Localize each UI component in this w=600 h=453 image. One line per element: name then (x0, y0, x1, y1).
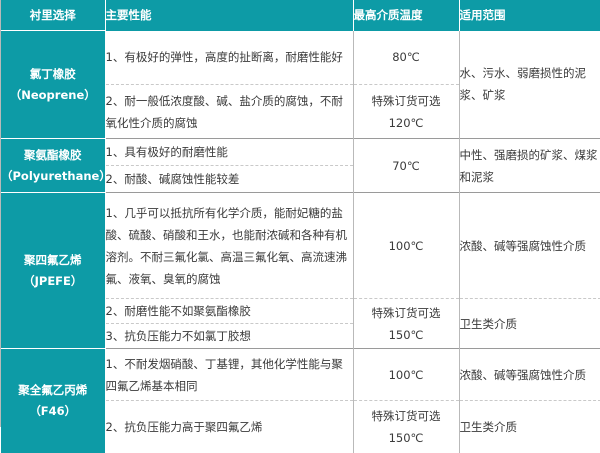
header-lining-selection: 衬里选择 (1, 0, 106, 31)
temperature-value-secondary: 120℃ (388, 115, 424, 130)
material-name-polyurethane: 聚氨酯橡胶 （Polyurethane） (1, 138, 111, 193)
property-cell: 2、耐一般低浓度酸、碱、盐介质的腐蚀，不耐氧化性介质的腐蚀 (105, 84, 354, 139)
table-row: 聚四氟乙烯 （JPEFE） 1、几乎可以抵抗所有化学介质，能耐妃糖的盐酸、硫酸、… (1, 192, 600, 349)
table-row: 氯丁橡胶 （Neoprene） 1、有极好的弹性，高度的扯断离，耐磨性能好 80… (1, 30, 600, 139)
table-header: 衬里选择 主要性能 最高介质温度 适用范围 (1, 0, 600, 31)
table-row: 3、抗负压能力不如氯丁胶想 (1, 323, 600, 349)
scope-cell: 浓酸、碱等强腐蚀性介质 (459, 348, 600, 401)
property-cell: 1、不耐发烟硝酸、丁基锂，其他化学性能与聚四氟乙烯基本相同 (105, 348, 354, 401)
temperature-value-secondary: 150℃ (388, 327, 424, 342)
property-cell: 2、耐酸、碱腐蚀性能较差 (105, 165, 354, 193)
scope-cell: 中性、强磨损的矿浆、煤浆和泥浆 (459, 138, 600, 193)
table-row: 聚全氟乙丙烯 （F46） 1、不耐发烟硝酸、丁基锂，其他化学性能与聚四氟乙烯基本… (1, 348, 600, 453)
property-cell: 2、耐磨性能不如聚氨酯橡胶 (105, 298, 354, 324)
material-name-en: （F46） (29, 403, 77, 418)
temperature-cell: 100℃ (353, 192, 460, 299)
temperature-cell: 特殊订货可选 120℃ (353, 84, 460, 139)
material-name-en: （JPEFE） (23, 273, 83, 288)
property-cell: 1、具有极好的耐磨性能 (105, 138, 354, 166)
scope-cell: 卫生类介质 (459, 298, 600, 349)
material-name-cn: 聚全氟乙丙烯 (18, 382, 88, 397)
header-max-medium-temperature: 最高介质温度 (353, 0, 460, 31)
material-name-cn: 聚氨酯橡胶 (24, 147, 82, 162)
header-application-scope: 适用范围 (459, 0, 600, 31)
material-name-cn: 聚四氟乙烯 (24, 252, 82, 267)
scope-cell: 浓酸、碱等强腐蚀性介质 (459, 192, 600, 299)
property-cell: 1、几乎可以抵抗所有化学介质，能耐妃糖的盐酸、硫酸、硝酸和王水，也能耐浓碱和各种… (105, 192, 354, 299)
material-name-cn: 氯丁橡胶 (29, 66, 76, 81)
header-row: 衬里选择 主要性能 最高介质温度 适用范围 (1, 0, 600, 31)
temperature-value-secondary: 150℃ (388, 430, 424, 445)
material-name-f46: 聚全氟乙丙烯 （F46） (1, 348, 106, 453)
table-row: 2、耐磨性能不如聚氨酯橡胶 特殊订货可选 150℃ 卫生类介质 (1, 298, 600, 349)
temperature-cell: 100℃ (353, 348, 460, 401)
property-cell: 1、有极好的弹性，高度的扯断离，耐磨性能好 (105, 30, 354, 85)
header-main-properties: 主要性能 (105, 0, 354, 31)
temperature-cell: 70℃ (353, 138, 460, 193)
temperature-cell: 80℃ (353, 30, 460, 85)
material-name-neoprene: 氯丁橡胶 （Neoprene） (1, 30, 106, 139)
temperature-value: 80℃ (392, 50, 420, 65)
table-row: 聚氨酯橡胶 （Polyurethane） 1、具有极好的耐磨性能 70℃ 中性、… (1, 138, 600, 193)
temperature-value-primary: 特殊订货可选 (371, 93, 441, 108)
temperature-value: 100℃ (388, 367, 424, 382)
temperature-cell: 特殊订货可选 150℃ (353, 298, 460, 349)
scope-cell: 水、污水、弱磨损性的泥浆、矿浆 (459, 30, 600, 139)
table-row: 2、耐酸、碱腐蚀性能较差 (1, 165, 600, 193)
property-cell: 3、抗负压能力不如氯丁胶想 (105, 323, 354, 349)
table-body: 氯丁橡胶 （Neoprene） 1、有极好的弹性，高度的扯断离，耐磨性能好 80… (1, 30, 600, 453)
material-name-en: （Neoprene） (9, 87, 96, 102)
temperature-value-primary: 特殊订货可选 (371, 305, 441, 320)
temperature-value: 70℃ (392, 158, 420, 173)
temperature-value-primary: 特殊订货可选 (371, 408, 441, 423)
material-name-en: （Polyurethane） (1, 168, 111, 183)
material-name-jpefe: 聚四氟乙烯 （JPEFE） (1, 192, 106, 349)
table-row: 2、耐一般低浓度酸、碱、盐介质的腐蚀，不耐氧化性介质的腐蚀 特殊订货可选 120… (1, 84, 600, 139)
temperature-value: 100℃ (388, 238, 424, 253)
